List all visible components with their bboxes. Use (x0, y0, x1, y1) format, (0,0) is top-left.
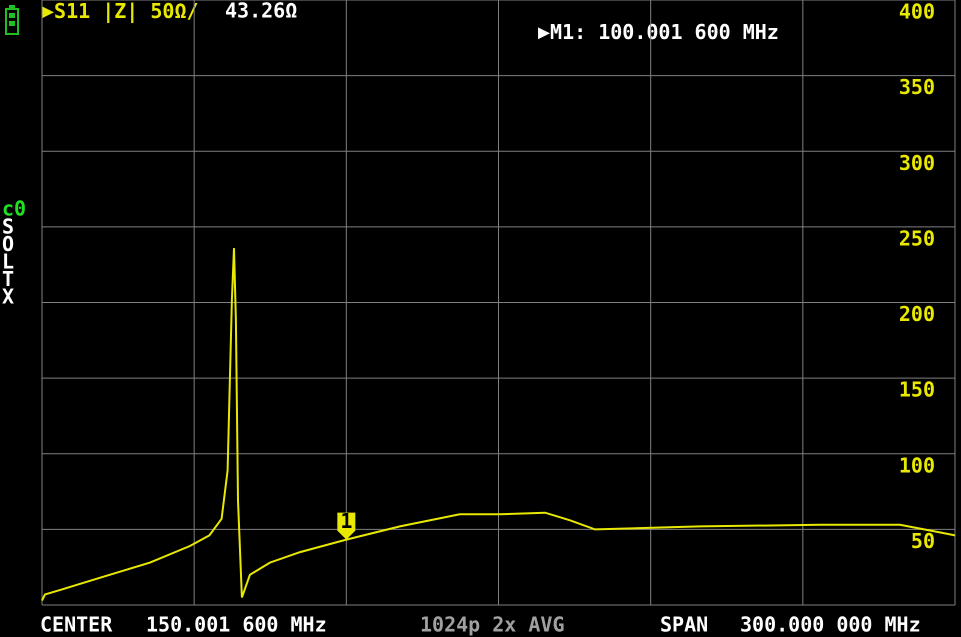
trace-label-text: S11 |Z| 50Ω/ (54, 0, 199, 23)
span-label: SPAN (660, 613, 708, 637)
y-tick-label: 50 (911, 529, 935, 553)
marker-readout-text: M1: 100.001 600 MHz (550, 20, 779, 44)
y-tick-label: 250 (899, 226, 935, 250)
marker (337, 512, 356, 540)
calibration-letter: O (2, 232, 14, 256)
calibration-letter: T (2, 267, 14, 291)
trace-line (41, 248, 956, 601)
calibration-letter: X (2, 285, 14, 309)
trace-label: ▶S11 |Z| 50Ω/ (42, 0, 199, 23)
center-label: CENTER (40, 613, 113, 637)
y-tick-label: 350 (899, 75, 935, 99)
y-tick-label: 150 (899, 378, 935, 402)
y-tick-label: 100 (899, 453, 935, 477)
calibration-letter: S (2, 215, 14, 239)
battery-icon (5, 5, 19, 35)
center-value: 150.001 600 MHz (146, 613, 327, 637)
marker-label: 1 (340, 509, 352, 533)
points-avg: 1024p 2x AVG (420, 613, 565, 637)
calibration-letter: L (2, 250, 14, 274)
marker-readout: ▶M1: 100.001 600 MHz (538, 20, 779, 44)
trace-value: 43.26Ω (225, 0, 297, 23)
channel: c0 (2, 197, 26, 221)
y-tick-label: 200 (899, 302, 935, 326)
span-value: 300.000 000 MHz (740, 613, 921, 637)
y-tick-label: 300 (899, 151, 935, 175)
y-tick-label: 400 (899, 0, 935, 24)
